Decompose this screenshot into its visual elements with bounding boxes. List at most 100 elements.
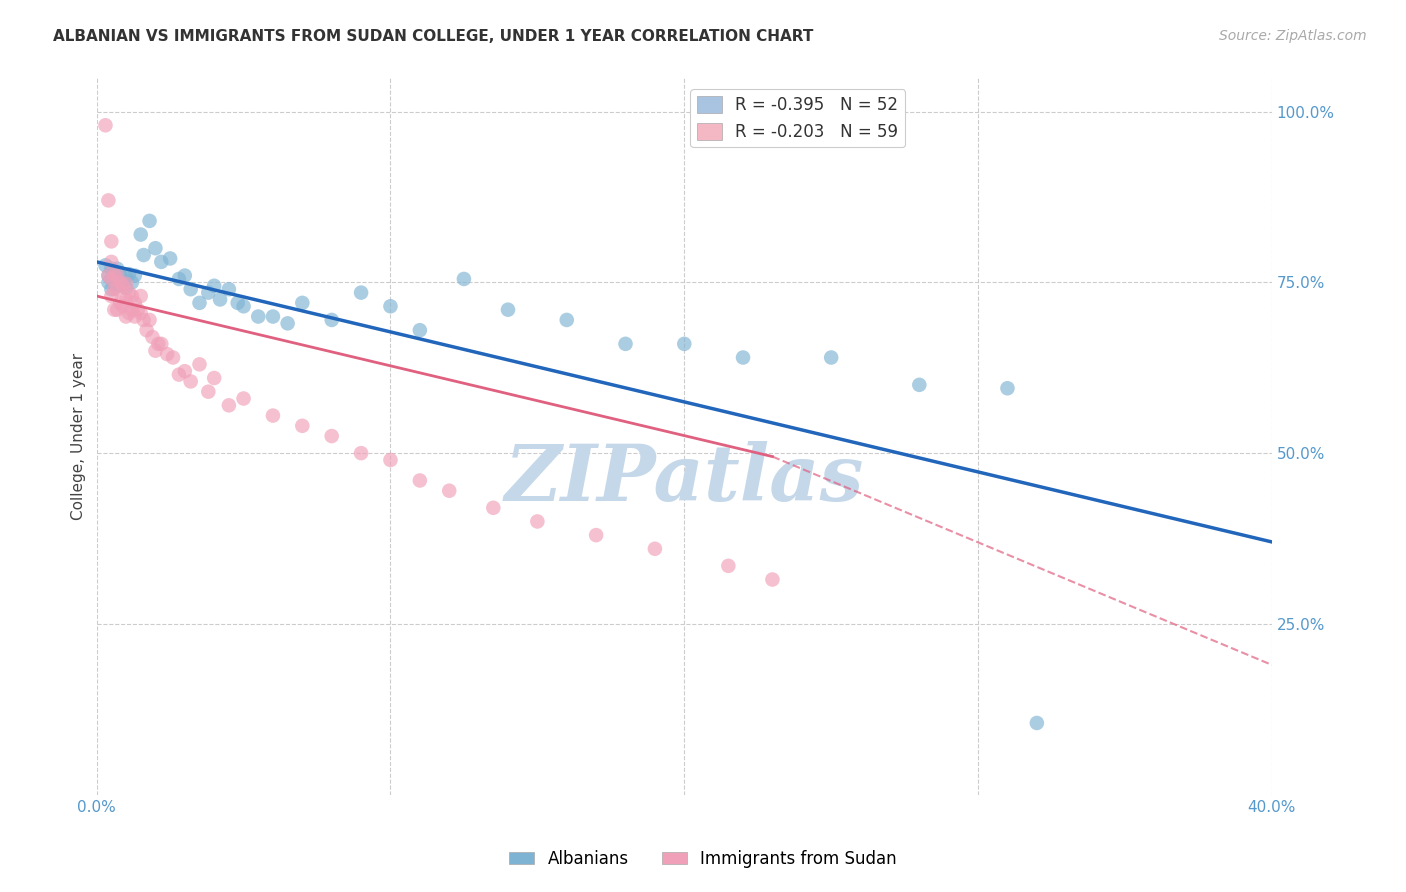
Point	[105, 268, 128, 283]
Point	[731, 351, 754, 365]
Point	[409, 474, 432, 488]
Point	[148, 336, 170, 351]
Point	[439, 483, 461, 498]
Point	[105, 278, 128, 293]
Point	[218, 282, 240, 296]
Point	[380, 453, 402, 467]
Point	[156, 347, 179, 361]
Point	[103, 302, 125, 317]
Point	[100, 272, 122, 286]
Point	[118, 306, 141, 320]
Point	[180, 282, 202, 296]
Y-axis label: College, Under 1 year: College, Under 1 year	[72, 352, 86, 520]
Point	[614, 336, 637, 351]
Point	[997, 381, 1019, 395]
Point	[124, 268, 146, 283]
Point	[291, 418, 314, 433]
Point	[209, 293, 232, 307]
Point	[103, 282, 125, 296]
Point	[112, 274, 135, 288]
Point	[262, 409, 284, 423]
Point	[129, 227, 152, 242]
Point	[202, 278, 225, 293]
Point	[112, 278, 135, 293]
Point	[105, 282, 128, 296]
Text: ZIPatlas: ZIPatlas	[505, 441, 863, 517]
Point	[115, 310, 138, 324]
Point	[100, 255, 122, 269]
Point	[197, 285, 219, 300]
Point	[103, 277, 125, 291]
Point	[226, 296, 249, 310]
Point	[188, 357, 211, 371]
Point	[105, 302, 128, 317]
Point	[132, 313, 155, 327]
Point	[291, 296, 314, 310]
Point	[526, 515, 548, 529]
Point	[673, 336, 696, 351]
Point	[644, 541, 666, 556]
Point	[108, 268, 131, 283]
Point	[115, 293, 138, 307]
Point	[167, 368, 190, 382]
Point	[121, 302, 143, 317]
Point	[180, 375, 202, 389]
Point	[108, 276, 131, 290]
Point	[124, 296, 146, 310]
Legend: R = -0.395   N = 52, R = -0.203   N = 59: R = -0.395 N = 52, R = -0.203 N = 59	[690, 89, 905, 147]
Point	[908, 377, 931, 392]
Point	[145, 241, 167, 255]
Point	[188, 296, 211, 310]
Point	[162, 351, 184, 365]
Point	[159, 252, 181, 266]
Point	[409, 323, 432, 337]
Point	[350, 446, 373, 460]
Point	[555, 313, 578, 327]
Point	[94, 118, 117, 132]
Point	[100, 261, 122, 276]
Point	[141, 330, 163, 344]
Point	[124, 310, 146, 324]
Point	[103, 267, 125, 281]
Point	[232, 299, 254, 313]
Point	[321, 313, 343, 327]
Point	[496, 302, 519, 317]
Point	[127, 302, 149, 317]
Point	[100, 282, 122, 296]
Point	[717, 558, 740, 573]
Point	[100, 235, 122, 249]
Point	[262, 310, 284, 324]
Point	[453, 272, 475, 286]
Point	[232, 392, 254, 406]
Point	[761, 573, 783, 587]
Point	[108, 296, 131, 310]
Point	[321, 429, 343, 443]
Point	[103, 268, 125, 283]
Point	[173, 268, 195, 283]
Point	[112, 299, 135, 313]
Point	[118, 285, 141, 300]
Point	[121, 276, 143, 290]
Point	[173, 364, 195, 378]
Text: ALBANIAN VS IMMIGRANTS FROM SUDAN COLLEGE, UNDER 1 YEAR CORRELATION CHART: ALBANIAN VS IMMIGRANTS FROM SUDAN COLLEG…	[53, 29, 814, 44]
Point	[585, 528, 607, 542]
Point	[97, 194, 120, 208]
Point	[247, 310, 270, 324]
Point	[105, 261, 128, 276]
Point	[100, 289, 122, 303]
Point	[380, 299, 402, 313]
Point	[115, 281, 138, 295]
Text: Source: ZipAtlas.com: Source: ZipAtlas.com	[1219, 29, 1367, 43]
Point	[197, 384, 219, 399]
Point	[118, 267, 141, 281]
Point	[218, 398, 240, 412]
Point	[108, 277, 131, 291]
Point	[100, 272, 122, 286]
Point	[115, 277, 138, 291]
Point	[129, 289, 152, 303]
Point	[350, 285, 373, 300]
Point	[138, 214, 160, 228]
Point	[145, 343, 167, 358]
Point	[820, 351, 842, 365]
Point	[97, 268, 120, 283]
